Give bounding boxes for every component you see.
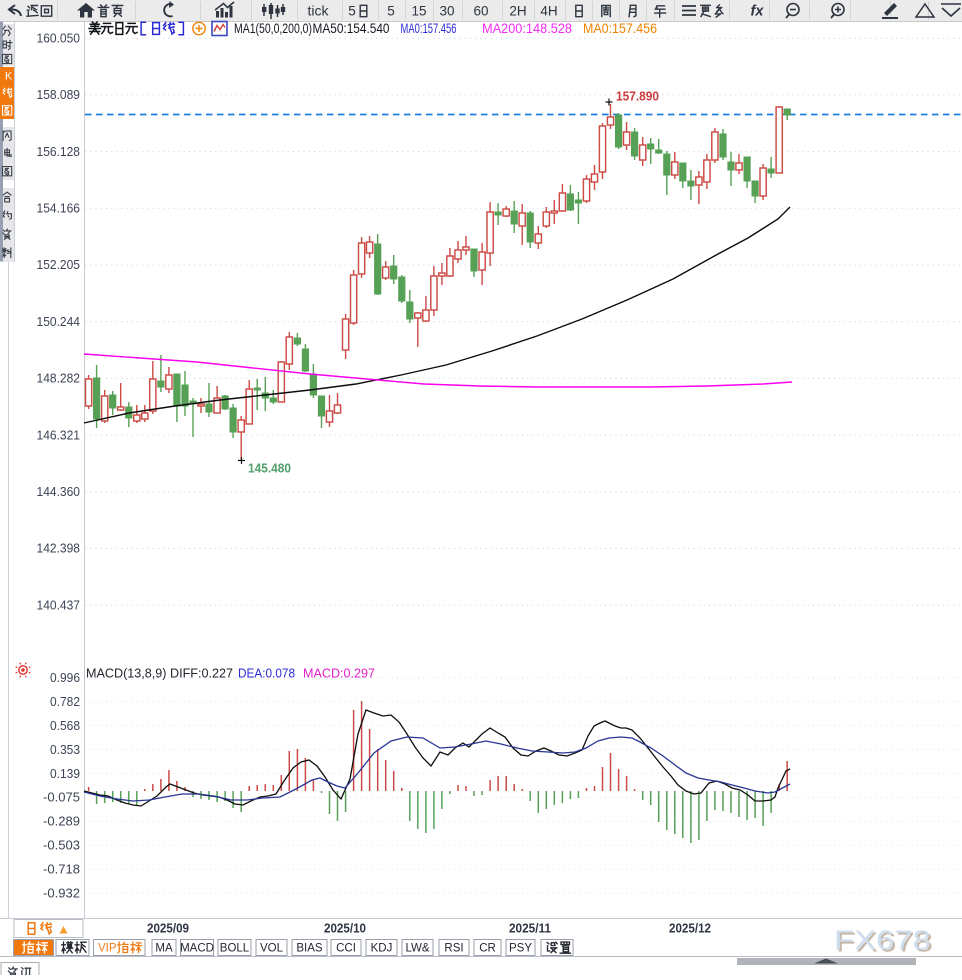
svg-text:MA0:157.456: MA0:157.456 <box>583 21 657 36</box>
svg-text:142.398: 142.398 <box>37 542 81 556</box>
svg-text:K: K <box>5 71 13 83</box>
svg-text:2025/10: 2025/10 <box>324 922 366 936</box>
svg-text:MA0:157.456: MA0:157.456 <box>401 21 457 36</box>
svg-text:156.128: 156.128 <box>37 145 81 159</box>
svg-text:148.282: 148.282 <box>37 372 81 386</box>
svg-text:0.568: 0.568 <box>50 719 80 733</box>
svg-text:FX678: FX678 <box>836 927 933 958</box>
svg-text:BIAS: BIAS <box>296 943 323 955</box>
svg-text:tick: tick <box>308 3 330 19</box>
svg-text:5: 5 <box>387 4 395 19</box>
svg-text:LW&: LW& <box>405 943 429 955</box>
svg-text:FX678: FX678 <box>834 925 931 956</box>
svg-text:CCI: CCI <box>336 943 356 955</box>
svg-text:CR: CR <box>479 943 496 955</box>
svg-text:146.321: 146.321 <box>37 428 81 442</box>
svg-text:MACD(13,8,9) DIFF:0.227: MACD(13,8,9) DIFF:0.227 <box>86 666 233 681</box>
svg-text:VIP: VIP <box>98 943 117 955</box>
svg-text:PSY: PSY <box>509 943 532 955</box>
svg-text:0.782: 0.782 <box>50 695 80 709</box>
svg-text:158.089: 158.089 <box>37 88 81 102</box>
svg-text:157.890: 157.890 <box>616 90 659 104</box>
svg-text:MACD: MACD <box>180 943 214 955</box>
svg-text:15: 15 <box>411 4 426 19</box>
svg-text:BOLL: BOLL <box>220 943 250 955</box>
svg-text:-0.503: -0.503 <box>43 839 80 853</box>
svg-text:-0.718: -0.718 <box>43 862 80 876</box>
svg-text:2025/11: 2025/11 <box>509 922 551 936</box>
svg-text:MA50:154.540: MA50:154.540 <box>313 21 390 36</box>
svg-text:RSI: RSI <box>444 943 463 955</box>
svg-text:0.353: 0.353 <box>50 743 80 757</box>
svg-text:MA200:148.528: MA200:148.528 <box>482 21 572 36</box>
svg-text:145.480: 145.480 <box>248 462 291 476</box>
svg-text:fx: fx <box>751 4 765 20</box>
svg-text:5: 5 <box>348 4 356 19</box>
svg-text:0.139: 0.139 <box>50 767 80 781</box>
svg-text:140.437: 140.437 <box>37 598 81 612</box>
svg-text:DEA:0.078: DEA:0.078 <box>238 666 295 681</box>
svg-text:VOL: VOL <box>260 943 284 955</box>
svg-text:30: 30 <box>439 4 454 19</box>
svg-text:2025/12: 2025/12 <box>669 922 711 936</box>
svg-text:-0.289: -0.289 <box>43 815 80 829</box>
svg-text:-0.932: -0.932 <box>43 886 80 900</box>
svg-text:152.205: 152.205 <box>37 258 81 272</box>
svg-text:KDJ: KDJ <box>371 943 393 955</box>
svg-text:MACD:0.297: MACD:0.297 <box>303 666 375 681</box>
svg-text:4H: 4H <box>540 4 557 19</box>
svg-text:-0.075: -0.075 <box>43 791 80 805</box>
svg-text:160.050: 160.050 <box>37 31 81 45</box>
svg-text:0.996: 0.996 <box>50 671 80 685</box>
svg-text:MA: MA <box>155 943 173 955</box>
svg-text:150.244: 150.244 <box>37 315 81 329</box>
svg-text:60: 60 <box>473 4 488 19</box>
svg-text:2H: 2H <box>509 4 526 19</box>
svg-text:144.360: 144.360 <box>37 485 81 499</box>
svg-text:2025/09: 2025/09 <box>147 922 189 936</box>
svg-text:MA1(50,0,200,0): MA1(50,0,200,0) <box>234 21 312 36</box>
svg-text:154.166: 154.166 <box>37 202 81 216</box>
